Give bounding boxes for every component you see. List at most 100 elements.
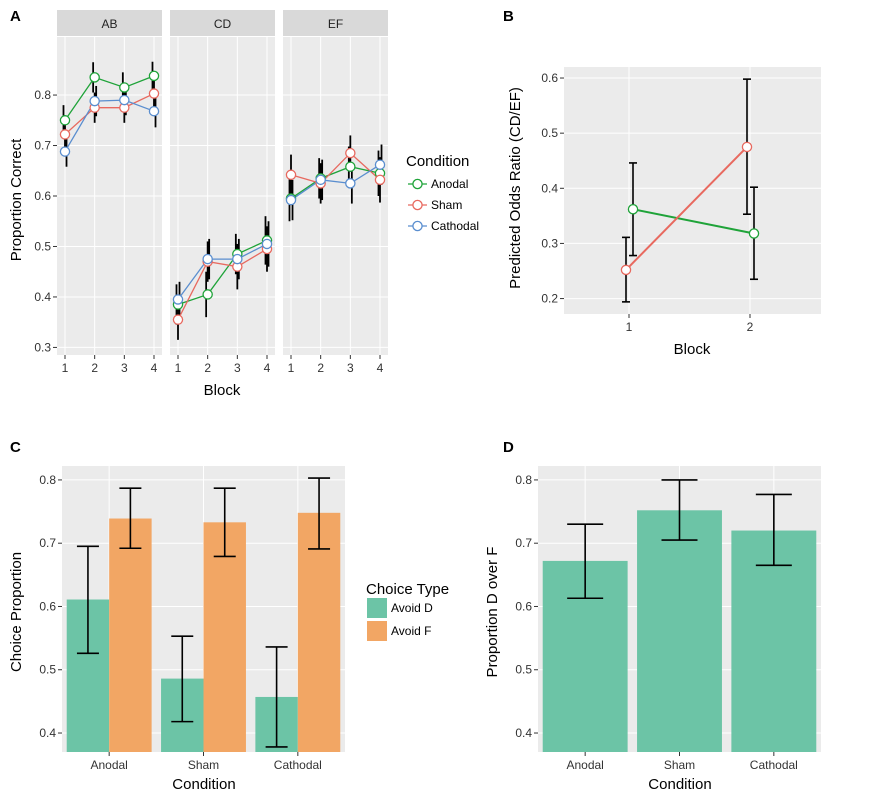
panel-a-point-cathodal bbox=[261, 238, 273, 250]
panel-a-line-sham-cd bbox=[177, 248, 268, 320]
panel-letter-a: A bbox=[10, 8, 21, 25]
panel-a-x-tick-label: 2 bbox=[317, 361, 324, 375]
panel-a-x-tick-label: 3 bbox=[121, 361, 128, 375]
panel-a-x-tick-label: 3 bbox=[234, 361, 241, 375]
panel-a-point-cathodal bbox=[89, 95, 100, 107]
facet-strip-ef bbox=[283, 10, 388, 36]
panel-b-plot-area bbox=[564, 67, 821, 314]
panel-d-y-tick-label: 0.5 bbox=[515, 663, 532, 677]
panel-b-x-tick-label: 2 bbox=[747, 320, 754, 334]
panel-a-point-sham bbox=[59, 129, 71, 140]
panel-letter-b: B bbox=[503, 8, 514, 25]
panel-a-line-cathodal-ef bbox=[290, 164, 381, 201]
panel-a-y-tick-label: 0.3 bbox=[34, 340, 51, 354]
panel-d-y-tick-label: 0.6 bbox=[515, 599, 532, 613]
panel-b-y-tick-label: 0.6 bbox=[541, 71, 558, 85]
panel-b-x-axis-title: Block bbox=[674, 341, 711, 358]
panel-b-line-sham bbox=[625, 146, 748, 271]
panel-b-line-anodal bbox=[632, 208, 755, 235]
panel-a-point-cathodal bbox=[119, 94, 130, 106]
panel-a-point-cathodal bbox=[202, 253, 213, 265]
panel-c-bar-avoid_f-sham bbox=[203, 522, 246, 752]
panel-c-choice-proportion: Choice Proportion Condition Choice Type … bbox=[8, 466, 449, 793]
facet-strip-label-ab: AB bbox=[101, 17, 117, 31]
panel-a-point-cathodal bbox=[148, 105, 160, 117]
legend-c-title: Choice Type bbox=[366, 581, 449, 598]
panel-a-x-tick-label: 2 bbox=[91, 361, 98, 375]
panel-a-x-tick-label: 2 bbox=[204, 361, 211, 375]
panel-b-predicted-odds-ratio: Predicted Odds Ratio (CD/EF) Block 0.2 0.… bbox=[507, 67, 821, 358]
panel-d-bar-avoid_d-cathodal bbox=[731, 530, 817, 752]
panel-a-point-anodal bbox=[119, 82, 130, 93]
panel-a-legend: Condition Anodal Sham Cathodal bbox=[406, 153, 479, 233]
panel-b-x-tick-label: 1 bbox=[626, 320, 633, 334]
panel-a-point-sham bbox=[172, 314, 184, 325]
panel-c-x-axis-title: Condition bbox=[172, 776, 235, 793]
panel-a-point-anodal bbox=[59, 115, 71, 126]
panel-letter-c: C bbox=[10, 439, 21, 456]
legend-a-label-anodal: Anodal bbox=[431, 177, 468, 191]
legend-a-label-cathodal: Cathodal bbox=[431, 219, 479, 233]
panel-b-y-tick-label: 0.5 bbox=[541, 126, 558, 140]
panel-a-x-tick-label: 4 bbox=[151, 361, 158, 375]
panel-a-point-sham bbox=[285, 169, 297, 181]
panel-a-point-anodal bbox=[345, 161, 356, 172]
panel-a-line-cathodal-cd bbox=[177, 243, 268, 300]
panel-c-x-tick-label: Anodal bbox=[90, 758, 127, 772]
panel-b-point-sham bbox=[620, 264, 632, 276]
panel-c-y-tick-label: 0.6 bbox=[39, 599, 56, 613]
panel-d-bar-avoid_d-sham bbox=[637, 510, 722, 752]
panel-a-x-axis-title: Block bbox=[204, 382, 241, 399]
panel-a-point-cathodal bbox=[315, 174, 326, 186]
panel-a-point-cathodal bbox=[172, 294, 184, 305]
legend-a-key-point-anodal bbox=[412, 178, 423, 190]
panel-a-point-cathodal bbox=[345, 178, 356, 189]
legend-a-label-sham: Sham bbox=[431, 198, 462, 212]
panel-a-y-tick-label: 0.4 bbox=[34, 290, 51, 304]
panel-a-point-cathodal bbox=[374, 159, 386, 170]
legend-a-title: Condition bbox=[406, 153, 469, 170]
facet-strip-ab bbox=[57, 10, 162, 36]
panel-d-x-tick-label: Sham bbox=[664, 758, 695, 772]
panel-a-x-tick-label: 1 bbox=[62, 361, 69, 375]
panel-a-point-sham bbox=[148, 88, 160, 99]
panel-a-y-tick-label: 0.7 bbox=[34, 139, 51, 153]
panel-a-y-tick-label: 0.6 bbox=[34, 189, 51, 203]
panel-d-y-axis-title: Proportion D over F bbox=[484, 547, 501, 678]
panel-c-legend: Choice Type Avoid D Avoid F bbox=[366, 581, 449, 641]
panel-c-bar-avoid_f-cathodal bbox=[297, 512, 341, 752]
panel-a-y-tick-label: 0.8 bbox=[34, 88, 51, 102]
panel-a-y-tick-label: 0.5 bbox=[34, 239, 51, 253]
panel-a-point-anodal bbox=[89, 72, 100, 83]
panel-a-x-tick-label: 4 bbox=[377, 361, 384, 375]
panel-a-line-anodal-ab bbox=[64, 75, 155, 121]
panel-d-proportion-d-over-f: Proportion D over F Condition 0.4 0.5 0.6 0… bbox=[484, 466, 821, 793]
panel-d-x-axis-title: Condition bbox=[648, 776, 711, 793]
panel-a-point-sham bbox=[374, 174, 386, 186]
panel-a-point-sham bbox=[345, 147, 356, 159]
panel-b-y-tick-label: 0.3 bbox=[541, 236, 558, 250]
panel-a-x-tick-label: 4 bbox=[264, 361, 271, 375]
panel-a-point-cathodal bbox=[285, 194, 297, 206]
panel-a-line-sham-ef bbox=[290, 152, 381, 185]
legend-a-key-point-sham bbox=[412, 199, 423, 211]
panel-a-point-anodal bbox=[202, 289, 213, 300]
panel-c-x-tick-label: Cathodal bbox=[274, 758, 322, 772]
panel-b-y-tick-label: 0.2 bbox=[541, 292, 558, 306]
legend-a-key-point-cathodal bbox=[412, 220, 423, 232]
panel-c-y-tick-label: 0.4 bbox=[39, 726, 56, 740]
panel-d-x-tick-label: Cathodal bbox=[750, 758, 798, 772]
panel-a-line-sham-ab bbox=[64, 92, 155, 135]
panel-c-y-axis-title: Choice Proportion bbox=[8, 552, 25, 672]
panel-c-x-tick-label: Sham bbox=[188, 758, 219, 772]
legend-c-label-avoid_d: Avoid D bbox=[391, 601, 433, 615]
panel-d-y-tick-label: 0.8 bbox=[515, 473, 532, 487]
facet-strip-label-cd: CD bbox=[214, 17, 232, 31]
legend-c-label-avoid_f: Avoid F bbox=[391, 624, 431, 638]
panel-letter-d: D bbox=[503, 439, 514, 456]
panel-a-x-tick-label: 1 bbox=[288, 361, 295, 375]
panel-b-y-tick-label: 0.4 bbox=[541, 181, 558, 195]
facet-strip-cd bbox=[170, 10, 275, 36]
panel-a-x-tick-label: 1 bbox=[175, 361, 182, 375]
